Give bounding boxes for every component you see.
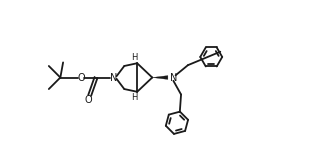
Text: H: H: [131, 93, 138, 102]
Text: N: N: [110, 73, 117, 83]
Text: O: O: [85, 95, 92, 105]
Text: H: H: [131, 53, 138, 62]
Polygon shape: [152, 76, 168, 80]
Text: O: O: [77, 73, 85, 83]
Text: N: N: [170, 73, 177, 83]
